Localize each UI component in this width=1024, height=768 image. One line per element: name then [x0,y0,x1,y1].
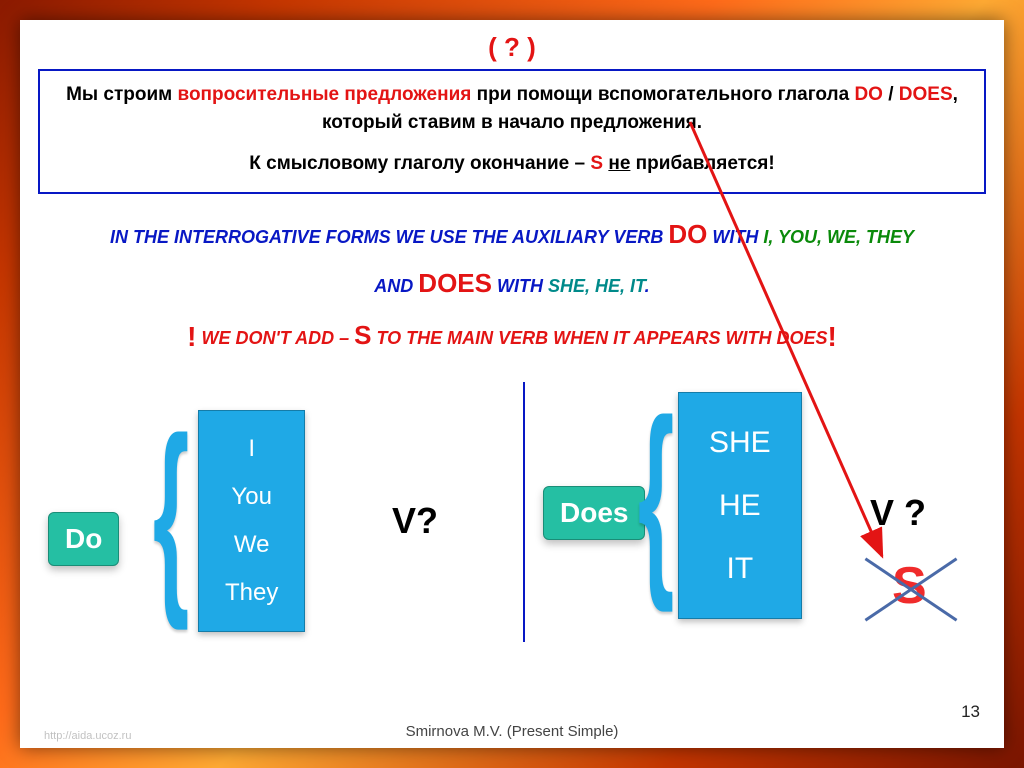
left-pronoun-box: I You We They [198,410,305,632]
english-explanation: IN THE INTERROGATIVE FORMS WE USE THE AU… [38,214,986,360]
pronoun-he: HE [709,474,771,537]
rule-line-2: К смысловому глаголу окончание – S не пр… [64,150,960,178]
does-aux-box: Does [543,486,645,540]
page-number: 13 [961,702,980,722]
footer-credit: Smirnova M.V. (Present Simple) [20,723,1004,740]
v-label-right: V ? [870,492,926,534]
v-label-left: V? [392,500,438,542]
question-mark-heading: ( ? ) [38,32,986,63]
curly-brace-icon: { [153,406,189,619]
do-aux-box: Do [48,512,119,566]
eng-line-1: IN THE INTERROGATIVE FORMS WE USE THE AU… [38,214,986,256]
right-pronoun-box: SHE HE IT [678,392,802,619]
vertical-divider [523,382,525,642]
eng-line-2: AND DOES WITH SHE, HE, IT. [38,263,986,305]
diagram-area: Do { I You We They V? Does { SHE HE IT V… [38,382,986,682]
pronoun-you: You [225,473,278,521]
rule-box: Мы строим вопросительные предложения при… [38,69,986,194]
rule-line-1: Мы строим вопросительные предложения при… [64,81,960,136]
slide-canvas: ( ? ) Мы строим вопросительные предложен… [20,20,1004,748]
pronoun-i: I [225,425,278,473]
pronoun-she: SHE [709,411,771,474]
pronoun-it: IT [709,537,771,600]
pronoun-we: We [225,521,278,569]
eng-line-3: ! WE DON'T ADD – S TO THE MAIN VERB WHEN… [38,315,986,360]
watermark-url: http://aida.ucoz.ru [44,730,131,742]
curly-brace-icon: { [638,388,674,601]
pronoun-they: They [225,569,278,617]
